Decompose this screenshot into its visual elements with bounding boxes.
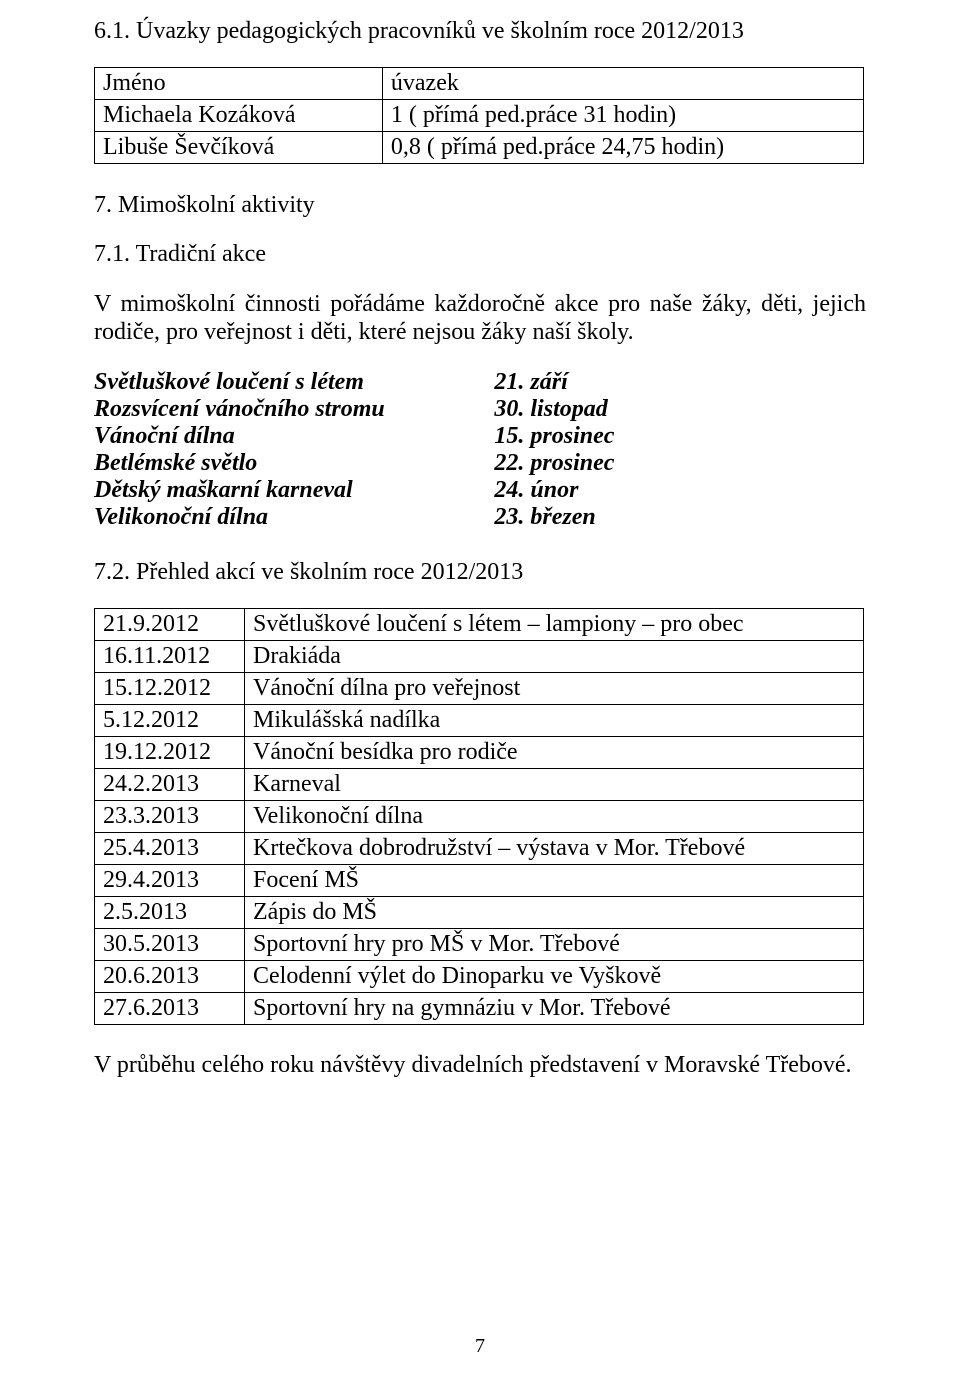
event-name: Dětský maškarní karneval xyxy=(94,477,494,504)
schedule-desc: Mikulášská nadílka xyxy=(245,704,864,736)
schedule-desc: Sportovní hry na gymnáziu v Mor. Třebové xyxy=(245,992,864,1024)
schedule-date: 19.12.2012 xyxy=(95,736,245,768)
heading-7-2: 7.2. Přehled akcí ve školním roce 2012/2… xyxy=(94,559,866,586)
table-row: Michaela Kozáková 1 ( přímá ped.práce 31… xyxy=(95,100,864,132)
table-row: Jméno úvazek xyxy=(95,68,864,100)
event-name: Rozsvícení vánočního stromu xyxy=(94,396,494,423)
heading-7-1: 7.1. Tradiční akce xyxy=(94,241,866,268)
table-row: 5.12.2012 Mikulášská nadílka xyxy=(95,704,864,736)
schedule-table: 21.9.2012 Světluškové loučení s létem – … xyxy=(94,608,864,1025)
page-number: 7 xyxy=(0,1335,960,1358)
schedule-date: 25.4.2013 xyxy=(95,832,245,864)
list-item: Vánoční dílna 15. prosinec xyxy=(94,423,864,450)
table-row: 23.3.2013 Velikonoční dílna xyxy=(95,800,864,832)
schedule-date: 16.11.2012 xyxy=(95,640,245,672)
schedule-date: 27.6.2013 xyxy=(95,992,245,1024)
schedule-desc: Krtečkova dobrodružství – výstava v Mor.… xyxy=(245,832,864,864)
document-page: 6.1. Úvazky pedagogických pracovníků ve … xyxy=(0,0,960,1384)
col-header-name: Jméno xyxy=(95,68,383,100)
event-name: Vánoční dílna xyxy=(94,423,494,450)
schedule-desc: Vánoční dílna pro veřejnost xyxy=(245,672,864,704)
event-date: 30. listopad xyxy=(494,396,864,423)
table-row: 16.11.2012 Drakiáda xyxy=(95,640,864,672)
table-row: 21.9.2012 Světluškové loučení s létem – … xyxy=(95,608,864,640)
table-row: 2.5.2013 Zápis do MŠ xyxy=(95,896,864,928)
schedule-date: 24.2.2013 xyxy=(95,768,245,800)
schedule-desc: Vánoční besídka pro rodiče xyxy=(245,736,864,768)
intro-paragraph: V mimoškolní činnosti pořádáme každoročn… xyxy=(94,290,866,347)
list-item: Dětský maškarní karneval 24. únor xyxy=(94,477,864,504)
list-item: Velikonoční dílna 23. březen xyxy=(94,504,864,531)
schedule-desc: Světluškové loučení s létem – lampiony –… xyxy=(245,608,864,640)
schedule-desc: Zápis do MŠ xyxy=(245,896,864,928)
event-name: Betlémské světlo xyxy=(94,450,494,477)
schedule-date: 2.5.2013 xyxy=(95,896,245,928)
table-row: 30.5.2013 Sportovní hry pro MŠ v Mor. Tř… xyxy=(95,928,864,960)
schedule-desc: Velikonoční dílna xyxy=(245,800,864,832)
event-date: 21. září xyxy=(494,369,864,396)
event-date: 24. únor xyxy=(494,477,864,504)
heading-7: 7. Mimoškolní aktivity xyxy=(94,192,866,219)
teachers-table: Jméno úvazek Michaela Kozáková 1 ( přímá… xyxy=(94,67,864,164)
event-date: 15. prosinec xyxy=(494,423,864,450)
list-item: Betlémské světlo 22. prosinec xyxy=(94,450,864,477)
event-date: 23. březen xyxy=(494,504,864,531)
schedule-desc: Drakiáda xyxy=(245,640,864,672)
schedule-desc: Sportovní hry pro MŠ v Mor. Třebové xyxy=(245,928,864,960)
schedule-date: 30.5.2013 xyxy=(95,928,245,960)
teacher-name: Michaela Kozáková xyxy=(95,100,383,132)
col-header-load: úvazek xyxy=(382,68,863,100)
schedule-date: 15.12.2012 xyxy=(95,672,245,704)
schedule-date: 5.12.2012 xyxy=(95,704,245,736)
teacher-load: 0,8 ( přímá ped.práce 24,75 hodin) xyxy=(382,132,863,164)
table-row: 24.2.2013 Karneval xyxy=(95,768,864,800)
table-row: 27.6.2013 Sportovní hry na gymnáziu v Mo… xyxy=(95,992,864,1024)
event-name: Velikonoční dílna xyxy=(94,504,494,531)
table-row: 15.12.2012 Vánoční dílna pro veřejnost xyxy=(95,672,864,704)
schedule-desc: Karneval xyxy=(245,768,864,800)
table-row: 19.12.2012 Vánoční besídka pro rodiče xyxy=(95,736,864,768)
closing-paragraph: V průběhu celého roku návštěvy divadelní… xyxy=(94,1051,866,1079)
table-row: 29.4.2013 Focení MŠ xyxy=(95,864,864,896)
schedule-date: 21.9.2012 xyxy=(95,608,245,640)
teacher-name: Libuše Ševčíková xyxy=(95,132,383,164)
table-row: 25.4.2013 Krtečkova dobrodružství – výst… xyxy=(95,832,864,864)
list-item: Světluškové loučení s létem 21. září xyxy=(94,369,864,396)
traditional-events-list: Světluškové loučení s létem 21. září Roz… xyxy=(94,369,864,531)
heading-6-1: 6.1. Úvazky pedagogických pracovníků ve … xyxy=(94,18,866,45)
schedule-date: 29.4.2013 xyxy=(95,864,245,896)
teacher-load: 1 ( přímá ped.práce 31 hodin) xyxy=(382,100,863,132)
list-item: Rozsvícení vánočního stromu 30. listopad xyxy=(94,396,864,423)
schedule-desc: Focení MŠ xyxy=(245,864,864,896)
schedule-date: 20.6.2013 xyxy=(95,960,245,992)
schedule-desc: Celodenní výlet do Dinoparku ve Vyškově xyxy=(245,960,864,992)
event-name: Světluškové loučení s létem xyxy=(94,369,494,396)
event-date: 22. prosinec xyxy=(494,450,864,477)
table-row: Libuše Ševčíková 0,8 ( přímá ped.práce 2… xyxy=(95,132,864,164)
table-row: 20.6.2013 Celodenní výlet do Dinoparku v… xyxy=(95,960,864,992)
schedule-date: 23.3.2013 xyxy=(95,800,245,832)
